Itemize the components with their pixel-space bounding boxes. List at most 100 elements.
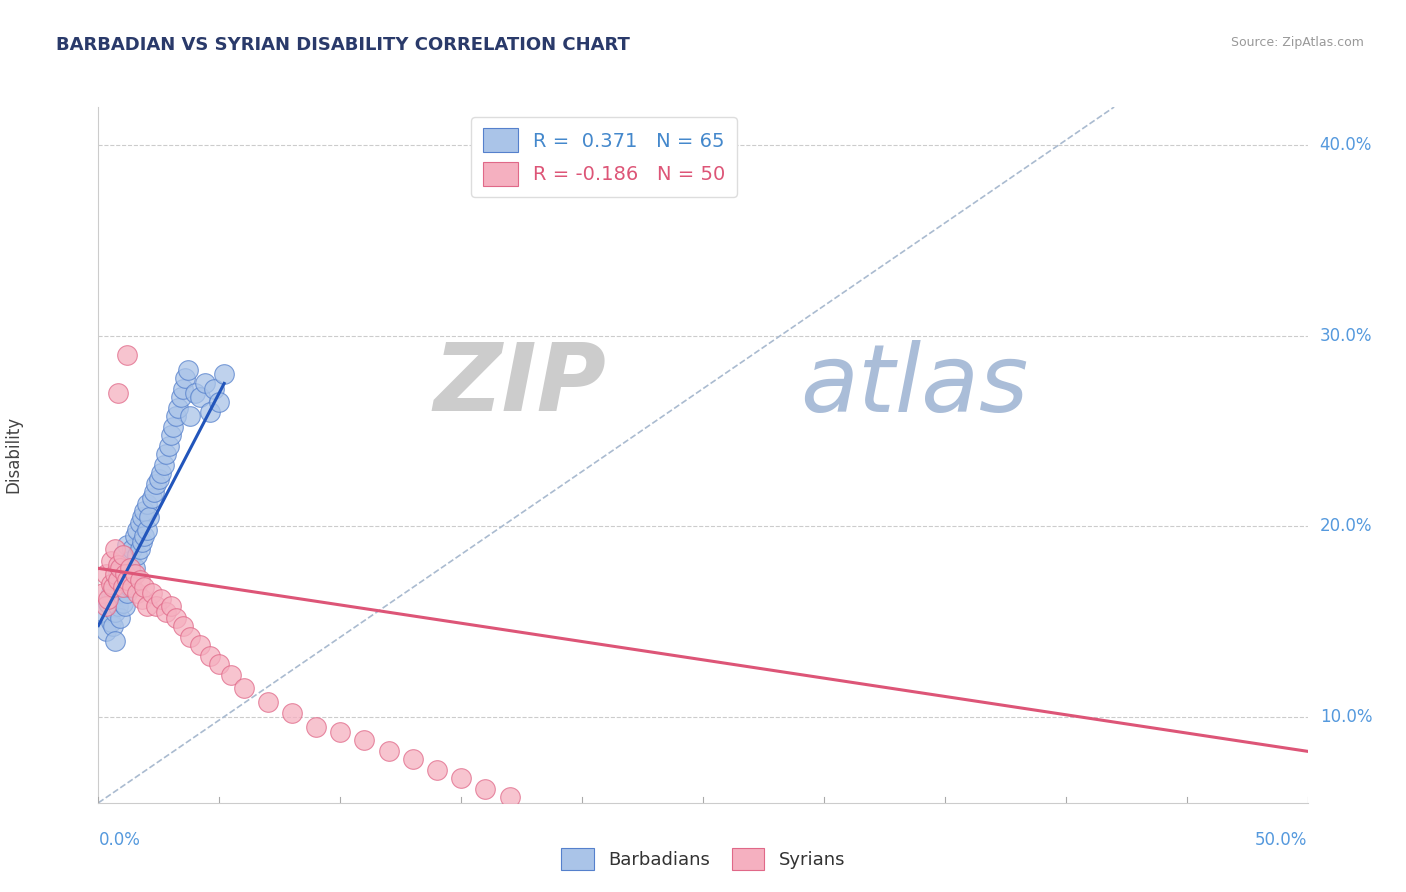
Point [107,558,129,572]
Point [474,782,496,797]
Point [177,363,200,377]
Text: ZIP: ZIP [433,339,606,432]
Text: 30.0%: 30.0% [1320,326,1372,345]
Point [150,591,173,606]
Point [169,390,191,404]
Point [118,554,141,568]
Point [117,586,139,600]
Point [498,790,520,805]
Point [118,561,141,575]
Text: 0.0%: 0.0% [98,831,141,849]
Point [135,599,157,614]
Point [108,586,131,600]
Point [107,581,129,595]
Point [104,576,127,591]
Point [145,477,167,491]
Point [174,370,197,384]
Point [111,596,134,610]
Point [198,405,221,419]
Point [141,586,163,600]
Point [179,630,201,644]
Point [143,485,166,500]
Point [353,732,375,747]
Point [104,605,127,619]
Point [165,409,187,423]
Point [131,534,153,549]
Text: Source: ZipAtlas.com: Source: ZipAtlas.com [1230,36,1364,49]
Point [121,581,143,595]
Point [155,605,177,619]
Point [101,591,124,606]
Text: 10.0%: 10.0% [1320,708,1372,726]
Point [111,548,134,562]
Point [117,539,139,553]
Point [118,581,141,595]
Point [128,516,150,530]
Point [114,567,136,582]
Point [212,367,235,381]
Point [188,390,211,404]
Point [104,633,127,648]
Point [108,561,131,575]
Point [135,523,157,537]
Point [138,509,160,524]
Point [108,561,131,575]
Point [157,439,180,453]
Point [256,695,278,709]
Point [131,509,153,524]
Point [107,386,129,401]
Text: Disability: Disability [4,417,22,493]
Point [100,576,122,591]
Point [377,744,399,758]
Text: atlas: atlas [800,340,1028,431]
Point [100,586,122,600]
Point [101,618,124,632]
Point [450,771,472,785]
Point [402,752,425,766]
Text: 50.0%: 50.0% [1256,831,1308,849]
Point [91,586,114,600]
Point [114,599,136,614]
Point [127,548,149,562]
Point [204,382,226,396]
Point [128,573,150,587]
Point [141,491,163,505]
Point [107,567,129,582]
Point [97,596,120,610]
Point [160,599,183,614]
Point [208,395,231,409]
Legend: Barbadians, Syrians: Barbadians, Syrians [554,841,852,877]
Point [134,504,156,518]
Point [232,681,254,696]
Point [208,657,231,671]
Point [124,567,146,582]
Point [107,599,129,614]
Point [104,567,127,582]
Point [108,611,131,625]
Point [94,624,117,639]
Point [111,581,134,595]
Point [131,591,153,606]
Point [104,542,127,557]
Text: 40.0%: 40.0% [1320,136,1372,154]
Point [134,581,156,595]
Point [179,409,201,423]
Point [305,720,328,734]
Point [100,554,122,568]
Point [128,542,150,557]
Point [194,376,217,391]
Point [117,573,139,587]
Point [135,496,157,510]
Text: BARBADIAN VS SYRIAN DISABILITY CORRELATION CHART: BARBADIAN VS SYRIAN DISABILITY CORRELATI… [56,36,630,54]
Point [172,618,194,632]
Point [329,725,352,739]
Point [127,523,149,537]
Point [172,382,194,396]
Point [97,591,120,606]
Point [167,401,190,416]
Text: 20.0%: 20.0% [1320,517,1372,535]
Point [198,648,221,663]
Point [114,567,136,582]
Point [155,447,177,461]
Point [426,764,449,778]
